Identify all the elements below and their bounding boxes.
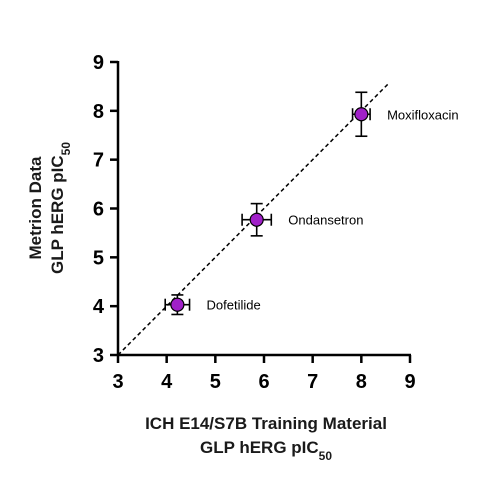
point-dofetilide: Dofetilide [164,294,261,316]
data-points: Dofetilide Ondansetron Moxifloxacin [164,91,459,316]
y-axis-title-subscript: 50 [59,142,73,156]
x-tick-label-5: 5 [210,371,221,393]
point-label-dofetilide: Dofetilide [207,298,261,313]
point-ondansetron: Ondansetron [241,202,363,237]
point-label-ondansetron: Ondansetron [288,213,363,228]
y-axis-title-line2: GLP hERG pIC50 [48,142,73,274]
y-tick-label-3: 3 [93,345,104,367]
x-tick-label-9: 9 [404,371,415,393]
y-tick-label-6: 6 [93,199,104,221]
x-tick-label-4: 4 [161,371,173,393]
x-axis-title-line1: ICH E14/S7B Training Material [145,414,387,433]
y-tick-label-5: 5 [93,247,104,269]
marker-moxifloxacin [354,107,369,122]
y-axis-title-line1: Metrion Data [26,156,45,260]
x-axis-title-line2: GLP hERG pIC50 [200,438,332,463]
y-tick-label-7: 7 [93,150,104,172]
point-moxifloxacin: Moxifloxacin [351,91,459,138]
axes: 3 4 5 6 7 8 9 3 4 5 6 7 8 9 [93,52,416,393]
point-label-moxifloxacin: Moxifloxacin [387,107,459,122]
marker-ondansetron [249,212,264,227]
x-tick-label-8: 8 [356,371,367,393]
x-tick-label-3: 3 [112,371,123,393]
y-tick-label-4: 4 [93,296,105,318]
x-axis-title-subscript: 50 [319,449,333,463]
x-tick-label-6: 6 [258,371,269,393]
y-tick-label-9: 9 [93,52,104,74]
y-tick-label-8: 8 [93,101,104,123]
marker-dofetilide [170,297,185,312]
x-tick-label-7: 7 [307,371,318,393]
